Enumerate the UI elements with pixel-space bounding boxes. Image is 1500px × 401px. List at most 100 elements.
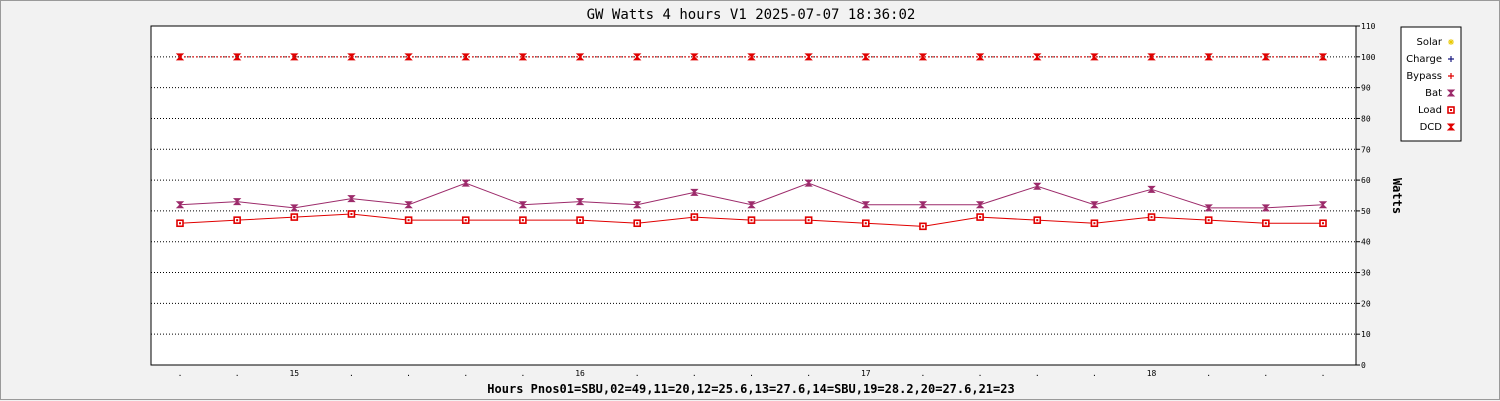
x-tick-label: . bbox=[1206, 369, 1211, 378]
x-tick-label: . bbox=[406, 369, 411, 378]
x-tick-label: . bbox=[1263, 369, 1268, 378]
point-load bbox=[1090, 219, 1099, 228]
series-bat bbox=[175, 179, 1328, 212]
point-bat bbox=[1204, 204, 1213, 212]
series-dcd bbox=[175, 53, 1328, 61]
point-load-core bbox=[979, 216, 982, 219]
point-dcd bbox=[1261, 53, 1271, 61]
point-dcd bbox=[1090, 53, 1099, 61]
point-load-core bbox=[1264, 222, 1267, 225]
point-load-core bbox=[921, 225, 924, 228]
point-dcd bbox=[861, 53, 871, 61]
point-load-core bbox=[1093, 222, 1096, 225]
point-load bbox=[404, 216, 413, 224]
point-dcd bbox=[690, 53, 699, 61]
point-dcd bbox=[1147, 53, 1156, 61]
x-tick-label: . bbox=[921, 369, 926, 378]
point-bat bbox=[1147, 185, 1156, 193]
y-tick-label: 100 bbox=[1361, 53, 1376, 62]
point-bat bbox=[975, 201, 985, 209]
point-load bbox=[233, 216, 241, 224]
point-dcd bbox=[975, 53, 985, 61]
series-load bbox=[176, 210, 1327, 231]
x-tick-label: . bbox=[749, 369, 754, 378]
y-axis-label: Watts bbox=[1390, 178, 1404, 214]
x-tick-label: . bbox=[1035, 369, 1040, 378]
point-load bbox=[919, 222, 927, 231]
point-dcd bbox=[632, 53, 642, 61]
series-group bbox=[175, 53, 1328, 231]
point-dcd bbox=[518, 53, 528, 61]
point-bat bbox=[1318, 201, 1328, 209]
x-tick-label: . bbox=[235, 369, 240, 378]
y-tick-label: 70 bbox=[1361, 145, 1371, 154]
point-load bbox=[690, 213, 699, 221]
point-dcd bbox=[804, 53, 813, 61]
point-load-core bbox=[693, 216, 696, 219]
y-tick-label: 50 bbox=[1361, 207, 1371, 216]
point-bat bbox=[404, 201, 413, 209]
point-load bbox=[976, 213, 984, 221]
legend-marker-charge bbox=[1448, 56, 1454, 62]
y-tick-label: 40 bbox=[1361, 238, 1371, 247]
point-load-core bbox=[1036, 219, 1039, 222]
point-bat bbox=[518, 201, 528, 209]
chart-title: GW Watts 4 hours V1 2025-07-07 18:36:02 bbox=[587, 7, 916, 23]
legend-label-bat: Bat bbox=[1425, 88, 1442, 99]
legend: Solar Charge Bypass Bat Load DCD bbox=[1400, 26, 1462, 142]
point-load-core bbox=[407, 219, 410, 222]
x-tick-label: . bbox=[806, 369, 811, 378]
point-load bbox=[804, 216, 813, 224]
legend-marker-solar bbox=[1448, 39, 1454, 45]
point-load bbox=[519, 216, 527, 224]
legend-marker-bypass bbox=[1448, 73, 1454, 79]
x-tick-label: . bbox=[692, 369, 697, 378]
point-load bbox=[747, 216, 756, 224]
point-load bbox=[290, 213, 299, 221]
point-load-core bbox=[636, 222, 639, 225]
legend-box bbox=[1400, 26, 1462, 142]
legend-marker-dcd bbox=[1446, 123, 1456, 131]
point-load-core bbox=[1150, 216, 1153, 219]
y-tick-label: 90 bbox=[1361, 84, 1371, 93]
point-load-core bbox=[864, 222, 867, 225]
point-load bbox=[1262, 219, 1270, 228]
point-bat bbox=[1033, 182, 1042, 190]
y-tick-label: 110 bbox=[1361, 22, 1376, 31]
point-load-core bbox=[807, 219, 810, 222]
point-bat bbox=[1090, 201, 1099, 209]
x-tick-label: . bbox=[463, 369, 468, 378]
legend-label-dcd: DCD bbox=[1420, 122, 1443, 133]
x-axis-ticks: .. 15.... 16.... 17.... 18... bbox=[178, 369, 1326, 378]
point-bat bbox=[804, 179, 813, 187]
point-load bbox=[861, 219, 870, 228]
y-tick-label: 30 bbox=[1361, 269, 1371, 278]
point-load-core bbox=[579, 219, 582, 222]
point-dcd bbox=[404, 53, 413, 61]
point-bat bbox=[918, 201, 928, 209]
point-load bbox=[576, 216, 584, 224]
point-load-core bbox=[236, 219, 239, 222]
point-load-core bbox=[464, 219, 467, 222]
point-bat bbox=[632, 201, 642, 209]
point-dcd bbox=[1033, 53, 1042, 61]
point-load bbox=[1319, 219, 1327, 228]
point-bat bbox=[861, 201, 871, 209]
point-load bbox=[1147, 213, 1156, 221]
point-bat bbox=[461, 179, 470, 187]
point-load bbox=[461, 216, 470, 224]
point-load-core bbox=[750, 219, 753, 222]
x-tick-label: . bbox=[178, 369, 183, 378]
point-bat bbox=[1261, 204, 1271, 212]
x-tick-label: . bbox=[1092, 369, 1097, 378]
point-bat bbox=[175, 201, 185, 209]
point-load bbox=[633, 219, 642, 228]
y-tick-label: 80 bbox=[1361, 114, 1371, 123]
legend-label-charge: Charge bbox=[1406, 54, 1442, 65]
point-bat bbox=[690, 188, 699, 196]
legend-label-bypass: Bypass bbox=[1406, 71, 1442, 82]
point-dcd bbox=[347, 53, 356, 61]
point-bat bbox=[232, 198, 242, 206]
